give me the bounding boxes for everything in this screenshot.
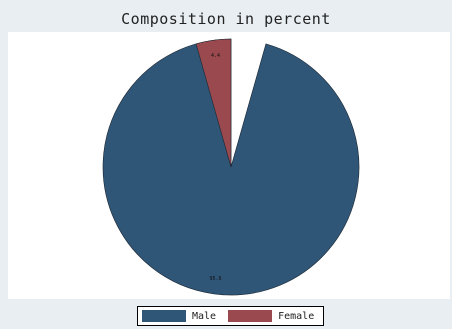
pie-label-female: 4.4 [211, 53, 220, 59]
legend-swatch-male [142, 310, 186, 322]
pie-chart: 95.6 4.4 [102, 38, 360, 296]
legend-label-female: Female [278, 310, 315, 322]
legend-label-male: Male [192, 310, 217, 322]
plot-area: 95.6 4.4 [8, 32, 450, 299]
pie-slice-female [195, 38, 232, 168]
legend: Male Female [137, 306, 324, 326]
legend-swatch-female [228, 310, 273, 322]
pie-label-male: 95.6 [209, 276, 221, 282]
chart-title: Composition in percent [121, 10, 331, 28]
